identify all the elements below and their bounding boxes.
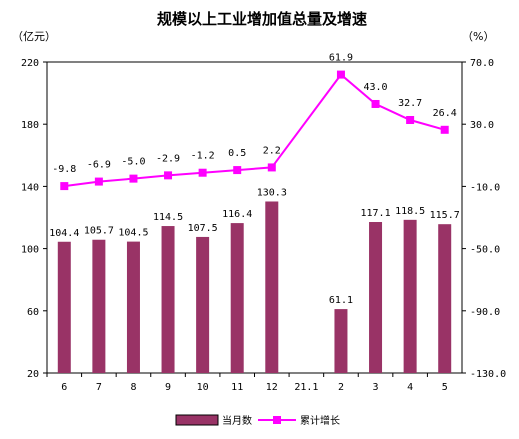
y-left-tick-label: 100 <box>21 245 39 256</box>
bar <box>126 241 140 373</box>
x-tick-label: 12 <box>266 382 278 393</box>
y-left-unit: （亿元） <box>12 30 56 43</box>
axes: 2060100140180220-130.0-90.0-50.0-10.030.… <box>21 58 506 393</box>
y-left-tick-label: 180 <box>21 120 39 131</box>
legend: 当月数 累计增长 <box>175 414 340 427</box>
y-right-tick-label: -130.0 <box>470 369 506 380</box>
bar-series <box>57 201 452 373</box>
bar <box>334 309 348 373</box>
y-right-unit: （%） <box>462 30 494 43</box>
line-marker <box>198 168 207 177</box>
bar-value-label: 130.3 <box>257 187 287 198</box>
line-value-label: 2.2 <box>263 145 281 156</box>
x-tick-label: 21.1 <box>294 382 318 393</box>
bar-value-label: 61.1 <box>329 295 353 306</box>
chart-title: 规模以上工业增加值总量及增速 <box>157 10 367 28</box>
line-path <box>64 73 445 188</box>
x-tick-label: 11 <box>231 382 243 393</box>
bar <box>230 223 244 373</box>
line-value-label: -5.0 <box>121 157 145 168</box>
y-left-tick-label: 60 <box>27 307 39 318</box>
x-tick-label: 5 <box>442 382 448 393</box>
line-marker <box>267 163 276 172</box>
line-marker <box>164 171 173 180</box>
line-marker <box>60 182 69 191</box>
line-marker <box>233 166 242 175</box>
y-right-tick-label: -50.0 <box>470 245 500 256</box>
line-value-label: 32.7 <box>398 98 422 109</box>
line-value-label: 61.9 <box>329 53 353 64</box>
data-labels: 104.4 105.7 104.5 114.5 107.5 116.4 130.3 61.1 1… <box>49 53 460 306</box>
line-marker <box>129 174 138 183</box>
bar <box>403 219 417 373</box>
line-value-label: 26.4 <box>433 108 457 119</box>
line-value-label: -6.9 <box>87 160 111 171</box>
line-value-label: 43.0 <box>363 82 387 93</box>
line-value-label: 0.5 <box>228 148 246 159</box>
line-marker <box>94 177 103 186</box>
bar <box>265 201 279 373</box>
x-tick-label: 7 <box>96 382 102 393</box>
legend-bar-swatch <box>175 414 219 426</box>
y-right-tick-label: 30.0 <box>470 120 494 131</box>
line-value-label: -9.8 <box>52 164 76 175</box>
y-right-tick-label: -10.0 <box>470 182 500 193</box>
x-tick-label: 4 <box>407 382 413 393</box>
x-tick-label: 3 <box>373 382 379 393</box>
x-tick-label: 8 <box>130 382 136 393</box>
bar-value-label: 114.5 <box>153 212 183 223</box>
bar-value-label: 118.5 <box>395 206 425 217</box>
bar-value-label: 104.4 <box>49 228 79 239</box>
y-left-tick-label: 20 <box>27 369 39 380</box>
bar-value-label: 115.7 <box>430 210 460 221</box>
bar <box>438 224 452 373</box>
bar <box>196 236 210 373</box>
line-marker <box>440 125 449 134</box>
y-right-tick-label: -90.0 <box>470 307 500 318</box>
line-value-label: -2.9 <box>156 153 180 164</box>
legend-line-label: 累计增长 <box>300 414 340 427</box>
line-series <box>60 70 449 191</box>
bar-value-label: 117.1 <box>360 208 390 219</box>
legend-line-marker <box>273 416 281 424</box>
x-tick-label: 6 <box>61 382 67 393</box>
x-tick-label: 10 <box>197 382 209 393</box>
bar-value-label: 105.7 <box>84 226 114 237</box>
bar <box>57 241 71 373</box>
line-marker <box>406 116 415 125</box>
bar-value-label: 107.5 <box>188 223 218 234</box>
bar-value-label: 104.5 <box>118 228 148 239</box>
legend-bar-label: 当月数 <box>222 414 252 427</box>
y-right-tick-label: 70.0 <box>470 58 494 69</box>
y-left-tick-label: 220 <box>21 58 39 69</box>
bar-value-label: 116.4 <box>222 209 252 220</box>
x-tick-label: 2 <box>338 382 344 393</box>
x-tick-label: 9 <box>165 382 171 393</box>
bar <box>369 222 383 373</box>
bar <box>161 226 175 373</box>
bar <box>92 239 106 373</box>
line-marker <box>371 99 380 108</box>
line-marker <box>336 70 345 79</box>
line-value-label: -1.2 <box>191 151 215 162</box>
y-left-tick-label: 140 <box>21 182 39 193</box>
